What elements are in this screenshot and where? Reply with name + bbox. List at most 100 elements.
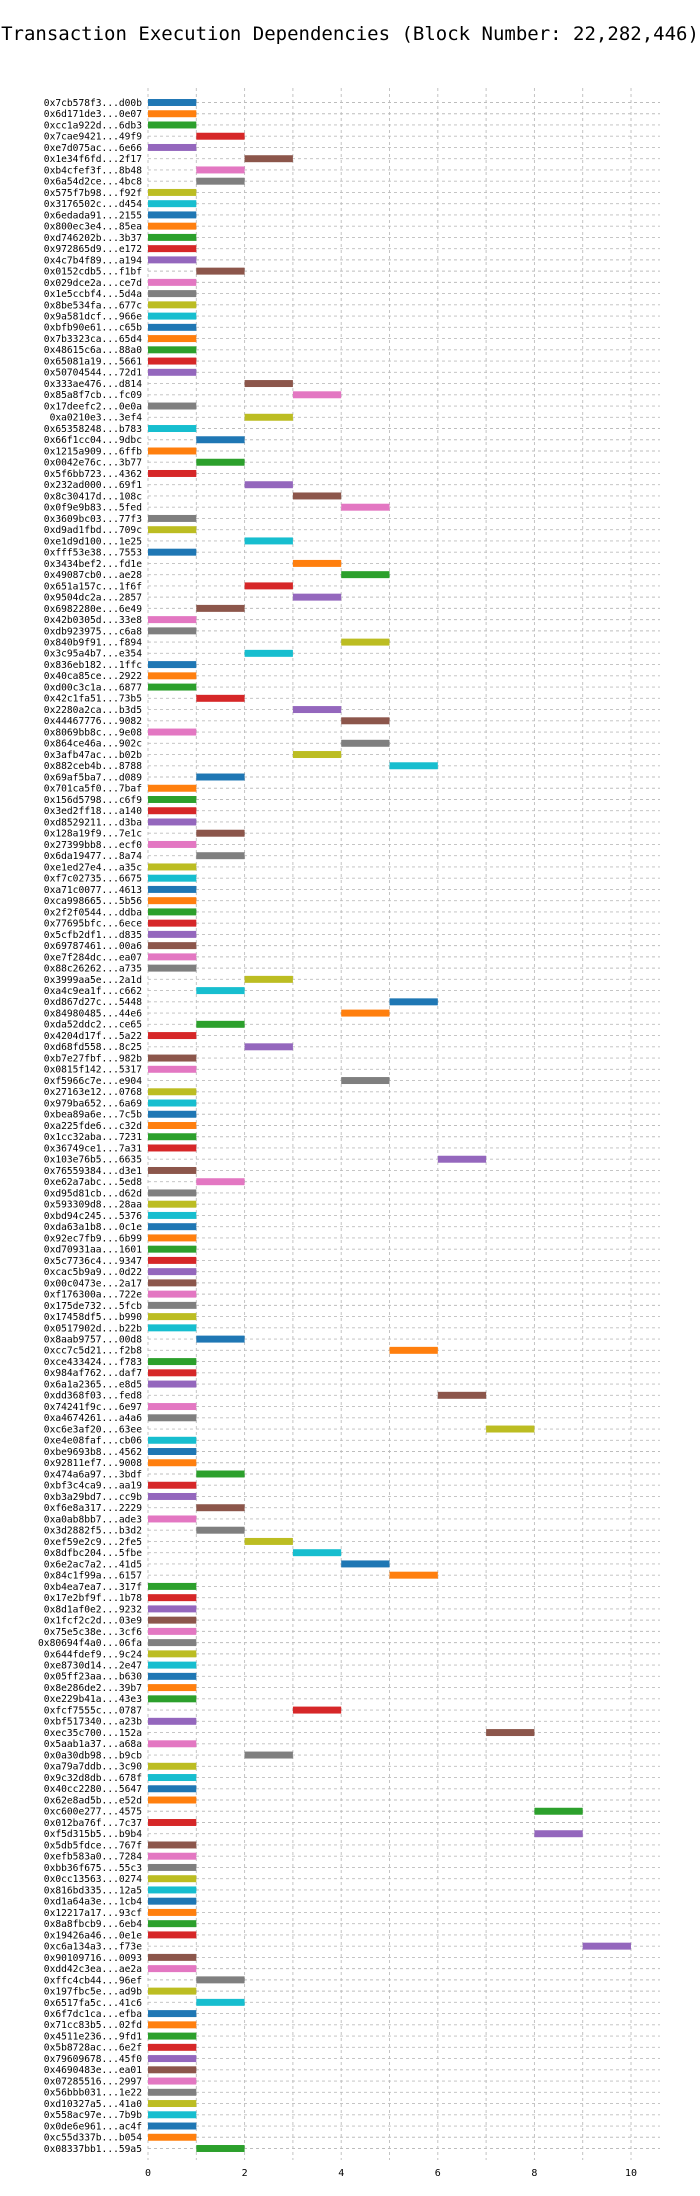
- transaction-label: 0x0517902d...b22b: [44, 1323, 142, 1334]
- transaction-bar: [148, 2133, 197, 2141]
- transaction-label: 0x8a8fbcb9...6eb4: [44, 1919, 142, 1930]
- transaction-label: 0x6a1a2365...e8d5: [44, 1379, 142, 1390]
- transaction-bar: [148, 121, 197, 129]
- x-tick-label: 4: [338, 2168, 344, 2179]
- transaction-bar: [148, 1953, 197, 1961]
- transaction-label: 0x651a157c...1f6f: [44, 581, 142, 592]
- transaction-bar: [148, 2055, 197, 2063]
- transaction-label: 0x05ff23aa...b630: [44, 1672, 142, 1683]
- transaction-label: 0xd8529211...d3ba: [44, 817, 142, 828]
- transaction-label: 0x12217a17...93cf: [44, 1908, 142, 1919]
- transaction-bar: [148, 1133, 197, 1141]
- transaction-label: 0x984af762...daf7: [44, 1368, 142, 1379]
- transaction-bar: [148, 1110, 197, 1118]
- transaction-label: 0xa4c9ea1f...c662: [44, 986, 142, 997]
- transaction-bar: [244, 380, 293, 388]
- transaction-label: 0x558ac97e...7b9b: [44, 2110, 142, 2121]
- transaction-label: 0x3999aa5e...2a1d: [44, 975, 142, 986]
- transaction-label: 0x17deefc2...0e0a: [44, 401, 142, 412]
- transaction-label: 0x3176502c...d454: [44, 199, 142, 210]
- transaction-bar: [196, 1470, 245, 1478]
- transaction-label: 0x8aab9757...00d8: [44, 1334, 142, 1345]
- transaction-bar: [341, 1560, 390, 1568]
- transaction-bar: [244, 1043, 293, 1051]
- transaction-label: 0x128a19f9...7e1c: [44, 829, 142, 840]
- transaction-bar: [148, 1088, 197, 1096]
- transaction-bar: [292, 706, 342, 714]
- transaction-bar: [148, 312, 197, 320]
- transaction-bar: [244, 1537, 293, 1545]
- transaction-label: 0x575f7b98...f92f: [44, 188, 142, 199]
- transaction-bar: [148, 1301, 197, 1309]
- transaction-bar: [148, 1189, 197, 1197]
- transaction-bar: [534, 1807, 583, 1815]
- transaction-bar: [244, 537, 293, 545]
- transaction-label: 0x8e286de2...39b7: [44, 1683, 142, 1694]
- x-tick-label: 10: [625, 2168, 637, 2179]
- transaction-label: 0xfcf7555c...0787: [44, 1705, 142, 1716]
- transaction-label: 0x0815f142...5317: [44, 1065, 142, 1076]
- x-tick-label: 0: [145, 2168, 151, 2179]
- transaction-label: 0x816bd335...12a5: [44, 1885, 142, 1896]
- transaction-bar: [148, 1324, 197, 1332]
- transaction-label: 0xf7c02735...6675: [44, 874, 142, 885]
- transaction-label: 0xbfb90e61...c65b: [44, 323, 142, 334]
- transaction-bar: [148, 796, 197, 803]
- transaction-bar: [292, 593, 342, 601]
- transaction-bar: [148, 245, 197, 253]
- transaction-bar: [148, 1245, 197, 1253]
- transaction-label: 0x75e5c38e...3cf6: [44, 1627, 142, 1638]
- transaction-bar: [148, 256, 197, 264]
- transaction-bar: [148, 672, 197, 680]
- transaction-label: 0x8069bb8c...9e08: [44, 727, 142, 738]
- transaction-label: 0x4204d17f...5a22: [44, 1031, 142, 1042]
- transaction-bar: [148, 188, 197, 196]
- transaction-label: 0xc6e3af20...63ee: [44, 1424, 142, 1435]
- transaction-label: 0x49087cb0...ae28: [44, 570, 142, 581]
- transaction-label: 0x333ae476...d814: [44, 379, 142, 390]
- transaction-bar: [148, 1032, 197, 1040]
- transaction-bar: [148, 548, 197, 556]
- transaction-label: 0xf6e8a317...2229: [44, 1503, 142, 1514]
- transaction-label: 0x840b9f91...f894: [44, 638, 142, 649]
- transaction-bar: [196, 829, 245, 837]
- transaction-label: 0xe1ed27e4...a35c: [44, 862, 142, 873]
- transaction-label: 0xef59e2c9...2fe5: [44, 1537, 142, 1548]
- transaction-bar: [148, 1414, 197, 1422]
- transaction-label: 0x0cc13563...0274: [44, 1874, 142, 1885]
- transaction-bar: [148, 807, 197, 815]
- transaction-bar: [148, 616, 197, 624]
- transaction-label: 0x882ceb4b...8788: [44, 761, 142, 772]
- transaction-label: 0x6d171de3...0e07: [44, 109, 142, 120]
- transaction-bar: [244, 649, 293, 657]
- transaction-bar: [148, 1448, 197, 1455]
- transaction-label: 0x1215a909...6ffb: [44, 446, 142, 457]
- transaction-bar: [196, 1526, 245, 1534]
- transaction-label: 0x19426a46...0e1e: [44, 1930, 142, 1941]
- transaction-label: 0x69787461...00a6: [44, 941, 142, 952]
- transaction-label: 0x69af5ba7...d089: [44, 772, 142, 783]
- transaction-bar: [148, 1436, 197, 1444]
- transaction-bar: [341, 1009, 390, 1017]
- transaction-bar: [148, 2066, 197, 2074]
- transaction-bar: [148, 863, 197, 871]
- transaction-bar: [148, 2077, 197, 2085]
- transaction-label: 0x0152cdb5...f1bf: [44, 267, 142, 278]
- transaction-label: 0x9a581dcf...966e: [44, 311, 142, 322]
- transaction-bar: [148, 99, 197, 106]
- transaction-bar: [244, 413, 293, 421]
- transaction-bar: [196, 773, 245, 781]
- transaction-label: 0x42c1fa51...73b5: [44, 694, 142, 705]
- transaction-label: 0x103e76b5...6635: [44, 1155, 142, 1166]
- transaction-label: 0xcc7c5d21...f2b8: [44, 1346, 142, 1357]
- transaction-label: 0x6da19477...8a74: [44, 851, 142, 862]
- transaction-bar: [148, 953, 197, 961]
- transaction-bar: [148, 1762, 197, 1770]
- transaction-bar: [389, 998, 438, 1006]
- transaction-label: 0x17e2bf9f...1b78: [44, 1593, 142, 1604]
- transaction-label: 0xb4ea7ea7...317f: [44, 1582, 142, 1593]
- transaction-label: 0x175de732...5fcb: [44, 1301, 142, 1312]
- transaction-bar: [148, 323, 197, 331]
- transaction-bar: [148, 1290, 197, 1298]
- transaction-bar: [148, 1256, 197, 1264]
